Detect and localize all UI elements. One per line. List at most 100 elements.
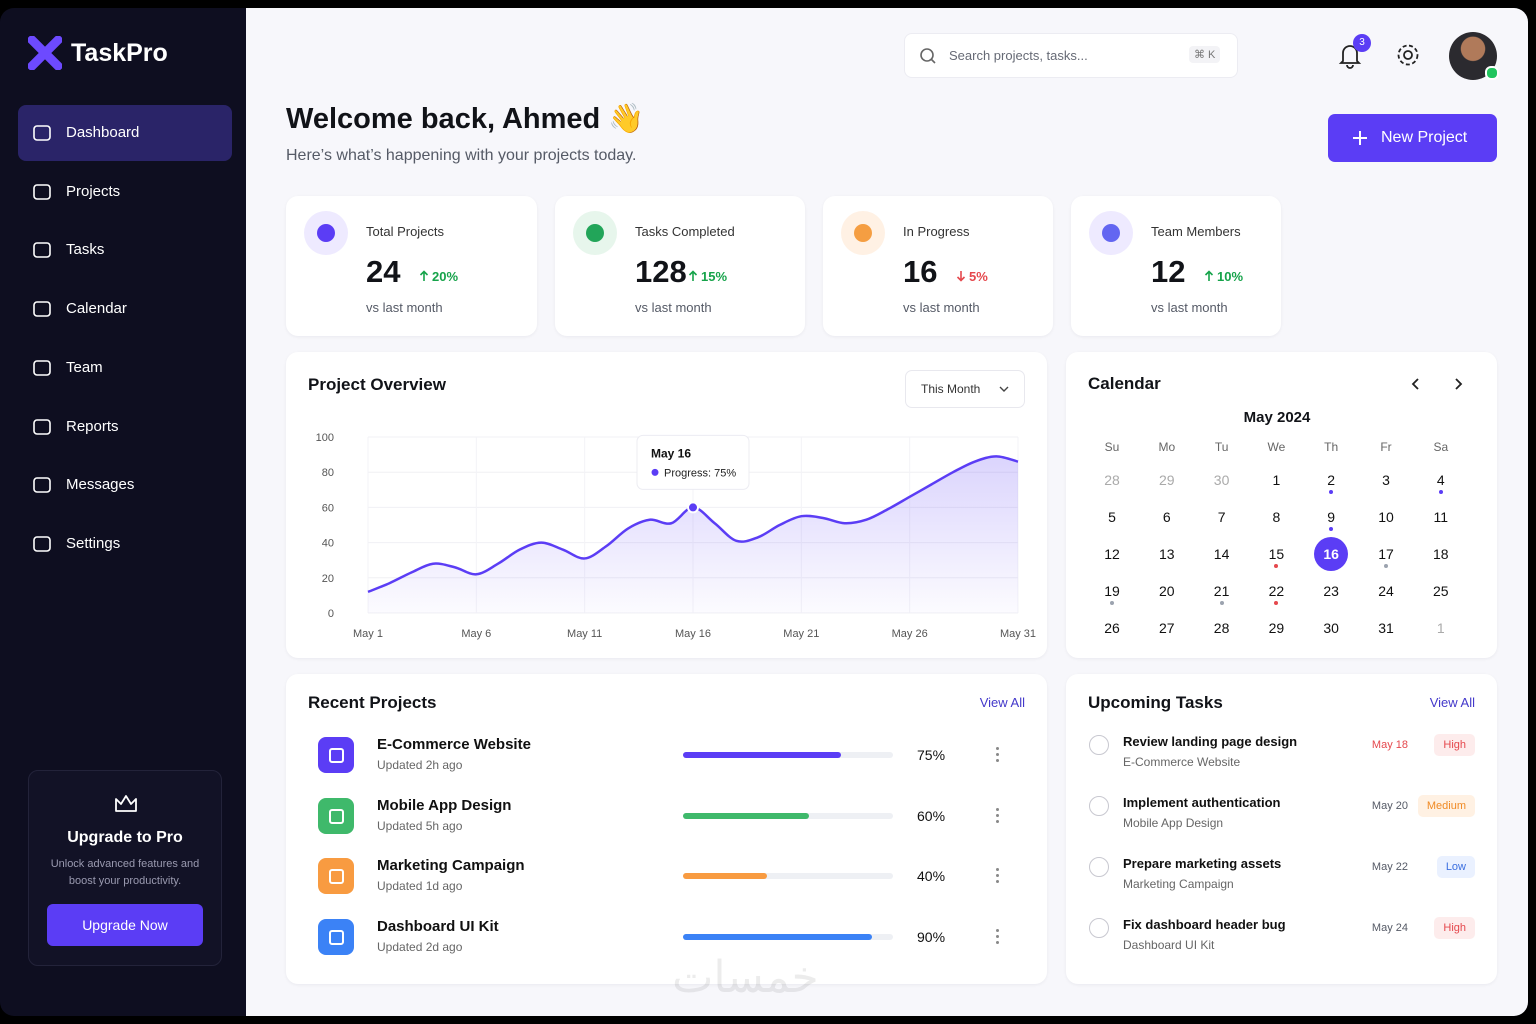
upgrade-title: Upgrade to Pro: [67, 829, 183, 846]
progress-label: 40%: [917, 868, 946, 885]
nav-item[interactable]: Tasks: [18, 222, 232, 278]
trend-arrow-shape: [419, 270, 429, 281]
calendar-day[interactable]: 13: [1159, 546, 1175, 562]
calendar-day[interactable]: 19: [1104, 583, 1120, 599]
calendar-day[interactable]: 24: [1378, 583, 1394, 599]
calendar-day[interactable]: 7: [1217, 509, 1226, 525]
nav-label: Tasks: [66, 241, 105, 259]
calendar-day[interactable]: 30: [1323, 620, 1339, 636]
calendar-day[interactable]: 6: [1162, 509, 1171, 525]
calendar-day[interactable]: 22: [1268, 583, 1285, 599]
calendar-day[interactable]: 29: [1268, 620, 1285, 636]
calendar-day[interactable]: 5: [1108, 509, 1116, 525]
weekday: Su: [1104, 440, 1120, 454]
calendar-day[interactable]: 3: [1382, 472, 1390, 488]
calendar-day[interactable]: 30: [1213, 472, 1230, 488]
calendar-day[interactable]: 17: [1378, 546, 1394, 562]
upgrade-button[interactable]: Upgrade Now: [47, 904, 203, 946]
search-box[interactable]: Search projects, tasks... ⌘ K: [904, 33, 1238, 78]
calendar-day[interactable]: 27: [1159, 620, 1175, 636]
task-checkbox[interactable]: [1089, 796, 1109, 816]
nav-item[interactable]: Team: [18, 340, 232, 396]
stat-note: vs last month: [366, 300, 443, 315]
calendar-day[interactable]: 18: [1433, 546, 1449, 562]
calendar-day[interactable]: 12: [1104, 546, 1120, 562]
task-date: May 20: [1371, 800, 1408, 812]
calendar-day[interactable]: 14: [1213, 546, 1230, 562]
calendar-day[interactable]: 21: [1213, 583, 1230, 599]
stat-value: 24: [366, 254, 401, 289]
calendar-day[interactable]: 23: [1323, 583, 1339, 599]
nav-item[interactable]: Settings: [18, 516, 232, 572]
prev-month[interactable]: [1410, 377, 1422, 391]
calendar-day[interactable]: 29: [1159, 472, 1175, 488]
view-all-link[interactable]: View All: [1429, 695, 1475, 710]
calendar-day[interactable]: 10: [1378, 509, 1394, 525]
calendar-day[interactable]: 28: [1104, 472, 1120, 488]
x-tick-label: May 26: [892, 628, 928, 640]
event-dot: [1274, 601, 1279, 605]
stat-card: Total Projects 24 20% vs last month: [286, 196, 537, 336]
task-checkbox[interactable]: [1089, 857, 1109, 877]
calendar-day[interactable]: 28: [1213, 620, 1230, 636]
crown-icon: [115, 795, 137, 812]
nav-icon: [33, 477, 51, 493]
progress-label: 60%: [917, 807, 946, 824]
nav-icon: [33, 301, 51, 317]
chevron-icon: [999, 386, 1009, 392]
nav-item[interactable]: Messages: [18, 457, 232, 513]
recent-projects-title: Recent Projects: [308, 693, 437, 712]
more-menu[interactable]: [996, 929, 1000, 945]
progress-bar: [683, 873, 767, 880]
stat-note: vs last month: [1151, 300, 1228, 315]
new-project-button[interactable]: New Project: [1328, 114, 1497, 162]
nav-item[interactable]: Dashboard: [18, 105, 232, 161]
settings-icon[interactable]: [1395, 42, 1421, 68]
project-updated: Updated 2h ago: [377, 758, 463, 772]
stat-glyph: [1102, 224, 1120, 242]
project-icon-inner: [329, 808, 344, 824]
calendar-day[interactable]: 25: [1433, 583, 1449, 599]
calendar-day[interactable]: 15: [1268, 546, 1285, 562]
weekday: Th: [1324, 440, 1339, 454]
y-tick-label: 60: [322, 502, 334, 514]
task-checkbox[interactable]: [1089, 918, 1109, 938]
calendar-day[interactable]: 1: [1436, 620, 1445, 636]
task-checkbox[interactable]: [1089, 735, 1109, 755]
nav-item[interactable]: Projects: [18, 164, 232, 220]
calendar-day[interactable]: 11: [1433, 509, 1449, 525]
nav-item[interactable]: Calendar: [18, 281, 232, 337]
search-icon: [920, 48, 936, 64]
next-month[interactable]: [1452, 377, 1464, 391]
priority-badge: Low: [1436, 856, 1475, 878]
y-tick-label: 80: [322, 467, 334, 479]
stat-card: Team Members 12 10% vs last month: [1071, 196, 1281, 336]
event-dot: [1438, 490, 1443, 494]
more-menu[interactable]: [996, 868, 1000, 884]
calendar-day[interactable]: 4: [1436, 472, 1445, 488]
stat-glyph: [586, 224, 604, 242]
task-date: May 22: [1371, 861, 1408, 873]
calendar-day[interactable]: 8: [1272, 509, 1281, 525]
more-menu[interactable]: [996, 747, 1000, 763]
view-all-link[interactable]: View All: [979, 695, 1025, 710]
calendar-day[interactable]: 9: [1327, 509, 1336, 525]
project-icon-inner: [329, 930, 344, 946]
calendar-day[interactable]: 26: [1104, 620, 1120, 636]
nav-item[interactable]: Reports: [18, 399, 232, 455]
priority-badge: High: [1434, 734, 1475, 756]
calendar-day[interactable]: 31: [1378, 620, 1394, 636]
calendar-day[interactable]: 1: [1272, 472, 1281, 488]
notification-badge: 3: [1353, 34, 1371, 52]
trend-arrow: [688, 270, 698, 281]
menu-dot: [996, 813, 999, 817]
calendar-day[interactable]: 20: [1159, 583, 1175, 599]
calendar-day[interactable]: 16: [1323, 546, 1339, 562]
stat-value: 12: [1151, 254, 1186, 289]
more-menu[interactable]: [996, 807, 1000, 824]
task-project: Mobile App Design: [1123, 816, 1224, 830]
stat-icon: [304, 211, 348, 255]
filter-dropdown[interactable]: This Month: [905, 370, 1025, 408]
menu-dot: [996, 880, 999, 884]
calendar-day[interactable]: 2: [1327, 472, 1336, 488]
